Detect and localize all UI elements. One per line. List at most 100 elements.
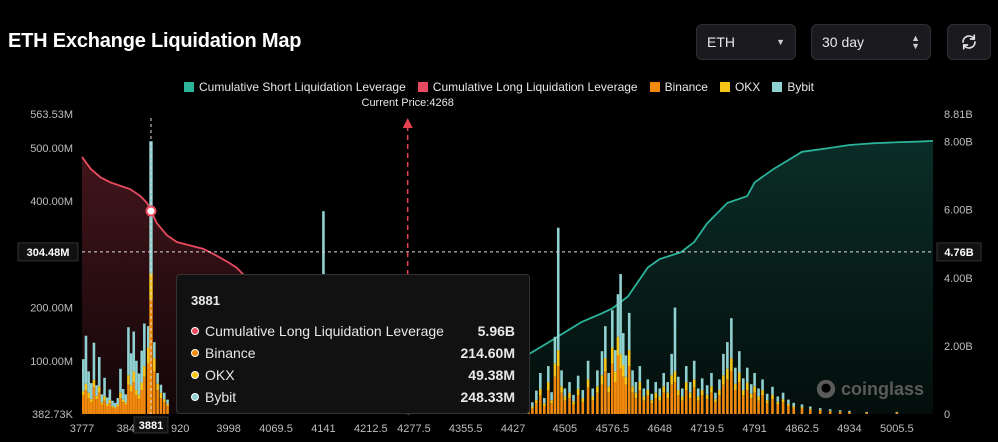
bar-bybit	[132, 331, 136, 372]
symbol-select[interactable]: ETH ▼	[696, 24, 796, 60]
bar-okx	[596, 386, 599, 393]
bar-okx	[576, 388, 580, 396]
bar-bybit	[591, 388, 595, 397]
bar-binance	[792, 407, 796, 414]
tooltip-row: Binance 214.60M	[191, 342, 515, 364]
tooltip-row: Cumulative Long Liquidation Leverage 5.96…	[191, 320, 515, 342]
bar-okx	[646, 390, 650, 396]
bar-okx	[818, 409, 822, 411]
bar-okx	[621, 365, 625, 377]
bar-okx	[848, 411, 851, 413]
bar-bybit	[684, 366, 688, 383]
bar-binance	[631, 392, 634, 414]
bar-binance	[714, 402, 717, 414]
bar-bybit	[152, 342, 156, 359]
bar-bybit	[576, 375, 580, 389]
bar-bybit	[581, 390, 585, 399]
bar-binance	[581, 402, 585, 414]
tooltip-label: Cumulative Long Liquidation Leverage	[205, 323, 444, 339]
crosshair-left-value: 304.48M	[27, 247, 70, 259]
bar-okx	[838, 411, 842, 412]
bar-binance	[586, 387, 590, 414]
bar-binance	[738, 382, 741, 414]
x-tick-label: 4355.5	[449, 423, 483, 435]
bar-bybit	[734, 367, 737, 384]
bar-bybit	[119, 368, 122, 393]
bar-binance	[688, 398, 692, 414]
range-select[interactable]: 30 day ▲ ▼	[811, 24, 931, 60]
bar-binance	[546, 390, 550, 414]
bar-okx	[771, 394, 774, 400]
bar-bybit	[92, 342, 96, 380]
bar-binance	[604, 371, 607, 414]
bar-binance	[539, 395, 542, 414]
legend-item[interactable]: Cumulative Long Liquidation Leverage	[417, 80, 638, 94]
bar-binance	[127, 384, 130, 414]
bar-okx	[684, 382, 688, 391]
bar-binance	[563, 400, 567, 414]
bar-binance	[162, 402, 166, 414]
bar-binance	[619, 368, 622, 414]
bar-binance	[627, 366, 631, 414]
bar-bybit	[156, 373, 159, 384]
bar-bybit	[838, 410, 842, 412]
bar-bybit	[781, 392, 785, 400]
bar-bybit	[718, 379, 721, 391]
bar-okx	[688, 392, 692, 399]
bar-okx	[722, 375, 725, 385]
bar-bybit	[865, 411, 868, 413]
bar-bybit	[714, 392, 717, 400]
bar-binance	[600, 384, 604, 414]
bar-binance	[776, 404, 780, 414]
y-left-tick-label: 500.00M	[30, 143, 73, 155]
bar-okx	[658, 396, 662, 401]
bar-binance	[87, 398, 90, 414]
bar-binance	[741, 395, 745, 414]
bar-okx	[650, 400, 654, 404]
bar-okx	[696, 396, 700, 401]
bar-okx	[749, 393, 753, 399]
bar-bybit	[792, 402, 796, 407]
bar-bybit	[97, 357, 101, 387]
legend-item[interactable]: OKX	[719, 80, 760, 94]
tooltip-title: 3881	[191, 293, 220, 308]
bar-okx	[140, 382, 143, 391]
legend-item[interactable]: Binance	[649, 80, 708, 94]
bar-okx	[800, 407, 804, 409]
bar-bybit	[670, 353, 673, 376]
bar-binance	[129, 391, 133, 414]
bar-binance	[800, 408, 804, 414]
legend-label: Cumulative Long Liquidation Leverage	[432, 80, 638, 94]
bar-bybit	[696, 388, 700, 397]
bar-bybit	[140, 350, 143, 383]
bar-binance	[103, 400, 106, 414]
bar-bybit	[745, 367, 749, 383]
bar-bybit	[616, 294, 620, 337]
legend-item[interactable]: Cumulative Short Liquidation Leverage	[183, 80, 406, 94]
bar-bybit	[604, 326, 607, 359]
bar-okx	[531, 406, 534, 409]
bar-binance	[84, 390, 88, 414]
y-right-tick-label: 8.00B	[944, 137, 973, 149]
bar-okx	[828, 410, 832, 412]
bar-bybit	[546, 366, 550, 383]
bar-okx	[738, 372, 741, 383]
bar-binance	[140, 390, 143, 414]
bar-binance	[650, 403, 654, 414]
bar-bybit	[765, 393, 769, 401]
crosshair-right-value: 4.76B	[944, 247, 973, 259]
bar-okx	[718, 390, 721, 396]
bar-okx	[535, 400, 538, 404]
bar-bybit	[116, 398, 120, 405]
bar-okx	[705, 394, 709, 400]
refresh-button[interactable]	[947, 24, 991, 60]
bar-okx	[607, 386, 610, 393]
bar-bybit	[658, 388, 662, 397]
x-tick-label: 4427	[501, 423, 525, 435]
bar-binance	[726, 379, 729, 414]
bar-bybit	[808, 406, 812, 409]
legend-item[interactable]: Bybit	[772, 80, 814, 94]
bar-binance	[596, 392, 599, 414]
bar-bybit	[543, 398, 546, 404]
bar-bybit	[722, 353, 725, 376]
